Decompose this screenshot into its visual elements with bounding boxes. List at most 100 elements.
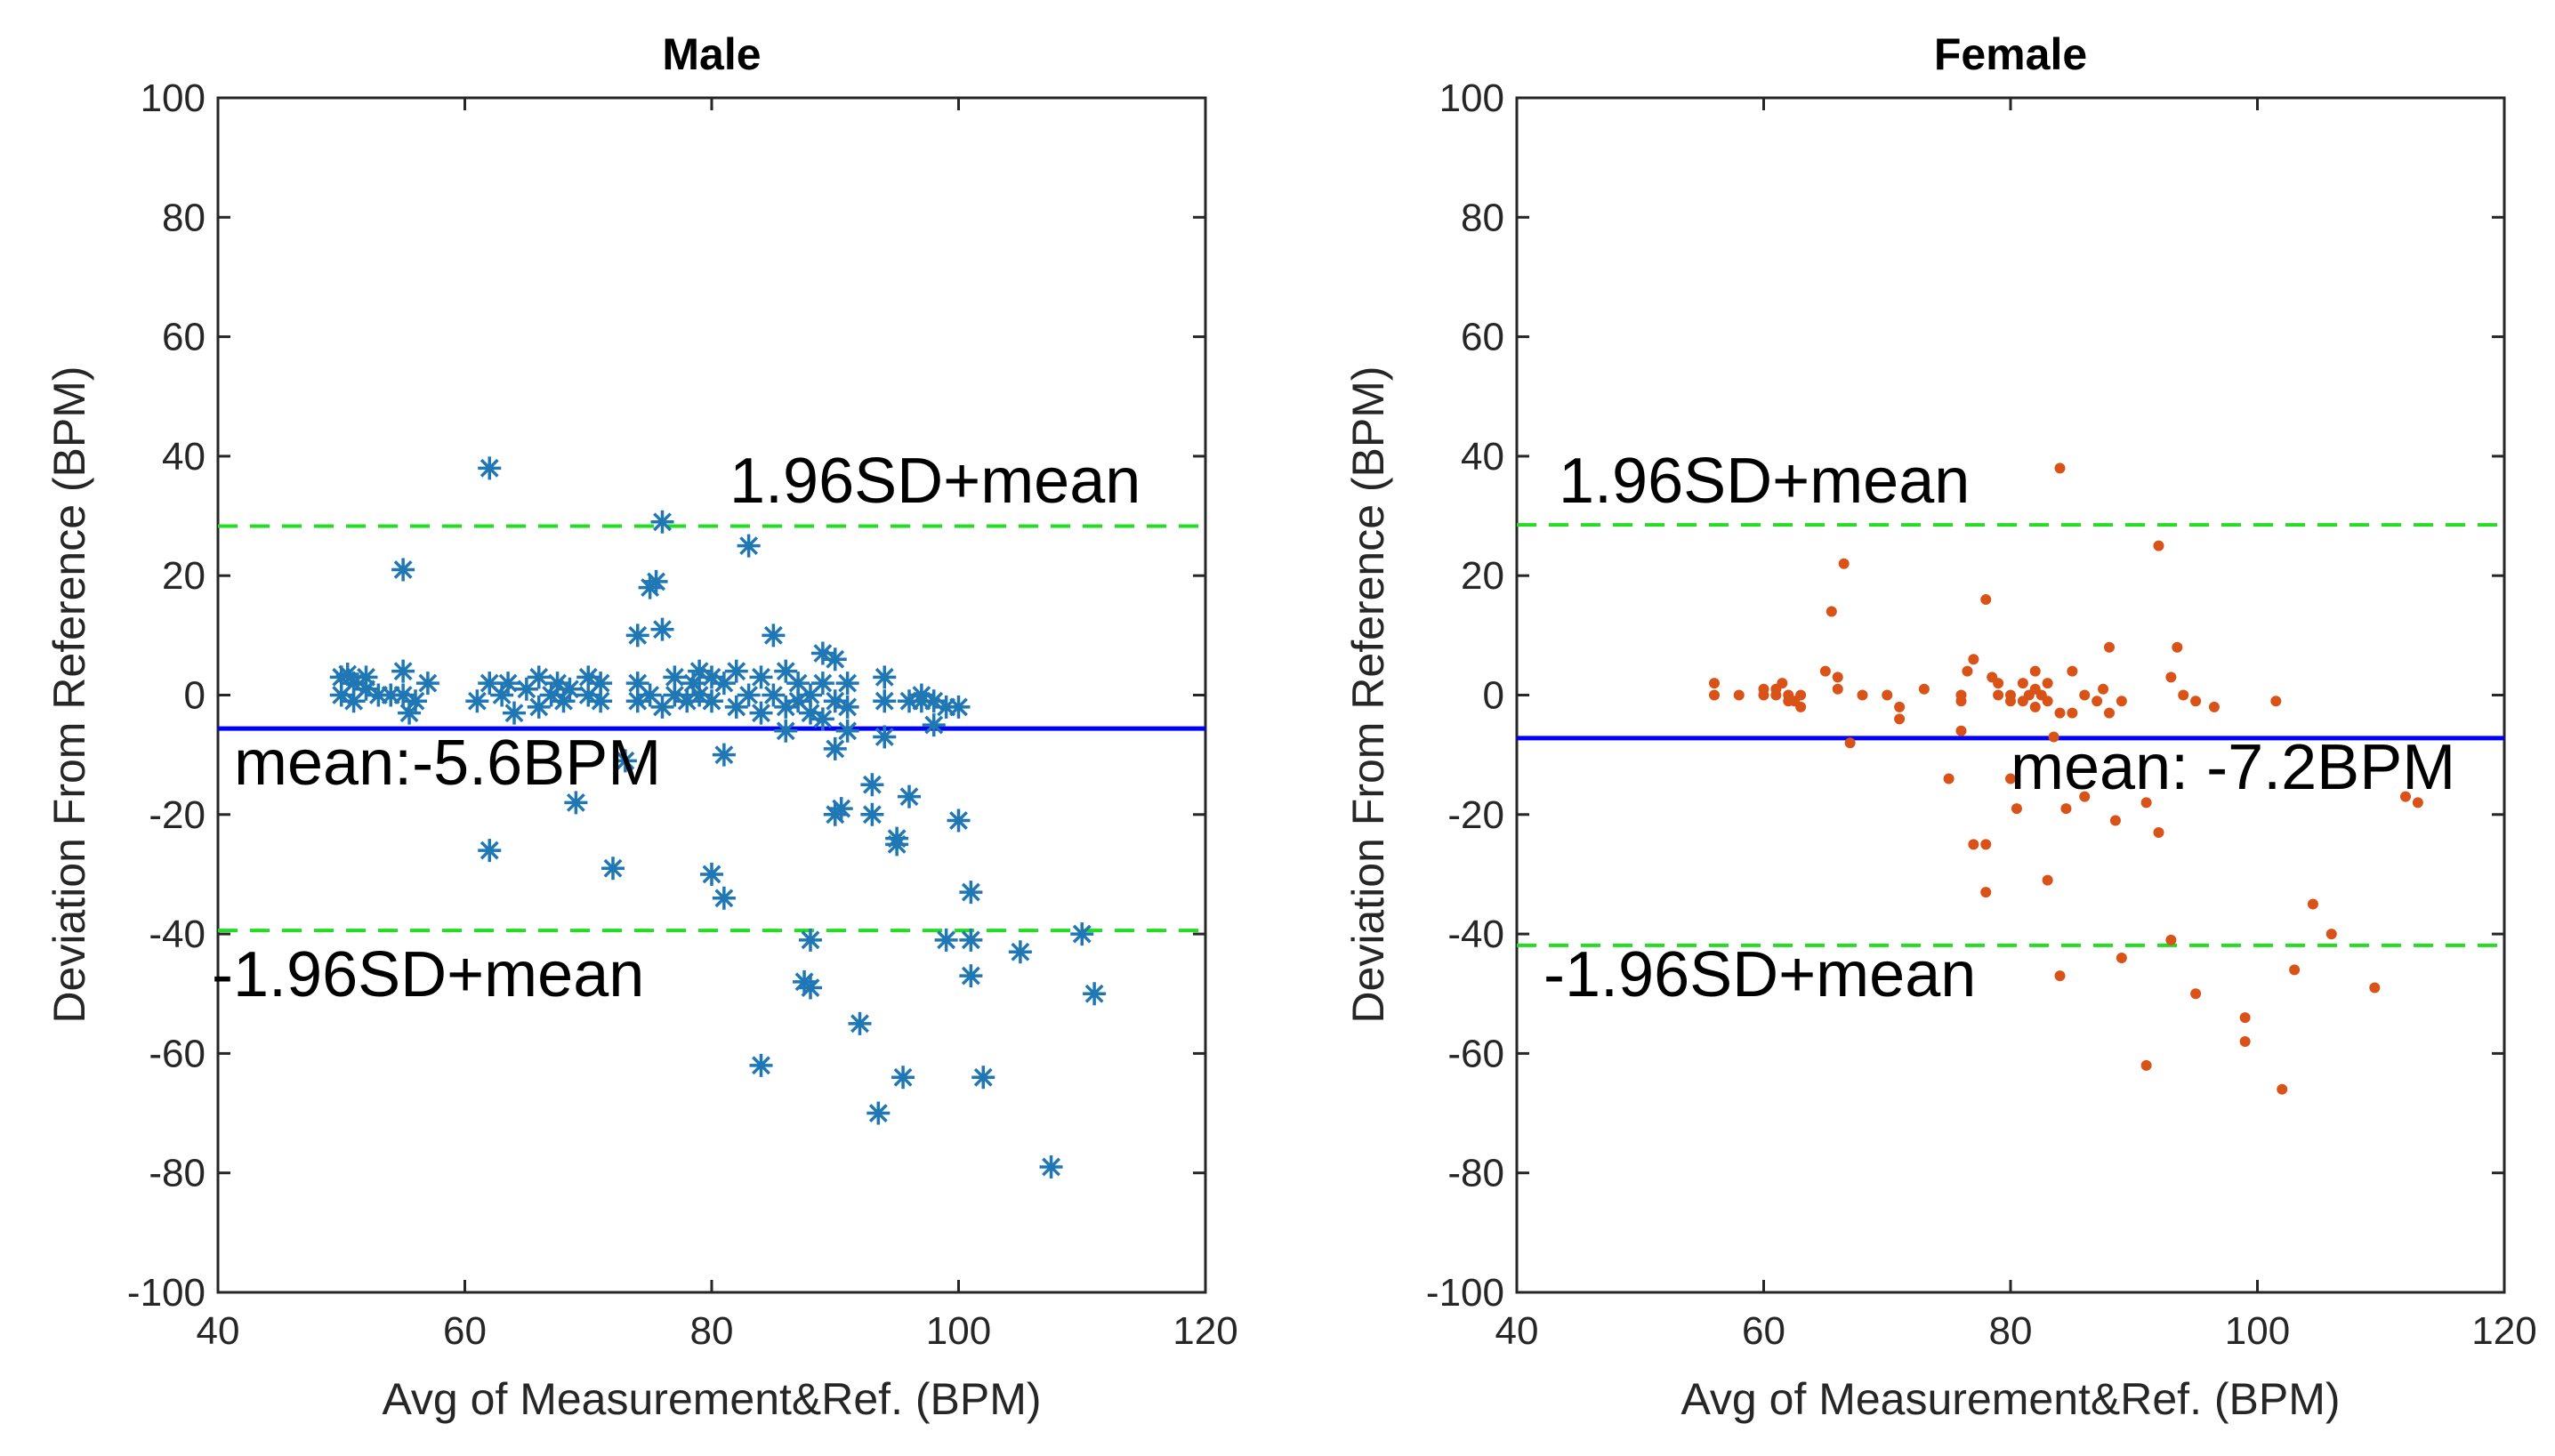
male-data-point (354, 677, 378, 701)
female-data-point (1733, 689, 1745, 701)
male-data-point (873, 665, 897, 689)
female-y-tick-label: 0 (1483, 674, 1504, 718)
female-y-tick-label: -40 (1447, 913, 1504, 956)
male-data-point (947, 808, 971, 833)
female-x-tick-label: 80 (1989, 1309, 2033, 1353)
female-data-point (1758, 689, 1769, 701)
female-data-point (1832, 672, 1843, 683)
female-data-point (1882, 689, 1893, 701)
male-y-tick-label: 0 (184, 674, 206, 718)
male-data-point (774, 695, 798, 719)
male-data-point (379, 683, 403, 707)
male-data-point (823, 689, 847, 713)
female-data-point (2412, 797, 2423, 808)
male-data-point (329, 683, 353, 707)
male-data-point (625, 689, 649, 713)
female-upper-loa-label: 1.96SD+mean (1559, 446, 1970, 517)
female-x-tick-label: 40 (1495, 1309, 1539, 1353)
male-y-tick-label: -20 (149, 793, 206, 837)
female-data-point (2109, 815, 2121, 826)
female-data-point (2239, 1012, 2251, 1024)
male-data-point (625, 623, 649, 648)
female-title: Female (1934, 29, 2087, 79)
male-data-point (688, 683, 712, 707)
female-data-point (2369, 982, 2381, 993)
male-y-tick-label: -100 (127, 1271, 206, 1315)
male-data-point (404, 689, 427, 713)
male-data-point (688, 659, 712, 683)
male-limit-lines (218, 524, 1205, 933)
female-data-point (1955, 725, 1967, 736)
female-data-point (2104, 707, 2115, 719)
male-y-tick-label: 100 (141, 76, 206, 120)
female-data-point (1993, 678, 2004, 689)
male-x-tick-label: 100 (926, 1309, 991, 1353)
male-data-point (762, 623, 786, 648)
male-data-point (810, 672, 834, 696)
female-data-point (2208, 701, 2220, 712)
female-data-point (2067, 707, 2078, 719)
male-data-point (700, 665, 723, 689)
male-data-point (490, 683, 514, 707)
male-data-point (663, 665, 687, 689)
female-data-point (1894, 713, 1906, 725)
female-data-point (1968, 839, 1979, 850)
female-data-point (2190, 988, 2202, 1000)
male-data-point (391, 683, 415, 707)
female-data-point (1819, 665, 1831, 677)
male-y-tick-label: 20 (162, 554, 206, 598)
female-y-tick-label: -100 (1426, 1271, 1504, 1315)
male-x-tick-label: 60 (443, 1309, 487, 1353)
male-data-point (835, 672, 859, 696)
male-data-point (724, 695, 748, 719)
female-points (1709, 463, 2423, 1095)
male-y-tick-label: 80 (162, 196, 206, 239)
female-data-point (2029, 665, 2041, 677)
female-y-tick-label: 20 (1461, 554, 1504, 598)
female-data-point (2400, 791, 2411, 802)
female-data-point (2067, 665, 2078, 677)
male-upper-loa-label: 1.96SD+mean (729, 446, 1140, 517)
male-data-point (601, 857, 625, 881)
male-data-point (959, 928, 983, 952)
male-data-point (866, 1101, 891, 1125)
male-data-point (922, 713, 946, 737)
female-data-point (2042, 874, 2053, 886)
male-x-tick-label: 40 (197, 1309, 240, 1353)
female-y-axis-label: Deviation From Reference (BPM) (1343, 366, 1393, 1023)
male-data-point (391, 558, 415, 582)
male-data-point (625, 672, 649, 696)
female-data-point (2277, 1083, 2288, 1095)
female-data-point (2060, 803, 2072, 815)
male-data-point (835, 695, 859, 719)
female-data-point (2307, 898, 2318, 910)
male-data-point (638, 683, 662, 707)
male-y-tick-label: 60 (162, 316, 206, 359)
male-data-point (762, 683, 786, 707)
male-data-point (552, 689, 576, 713)
male-data-point (342, 672, 366, 696)
male-data-point (898, 689, 921, 713)
male-data-point (799, 701, 822, 725)
male-data-point (860, 802, 884, 826)
male-data-point (613, 749, 637, 773)
male-data-point (514, 677, 538, 701)
male-data-point (712, 743, 736, 767)
female-x-tick-label: 100 (2225, 1309, 2290, 1353)
female-data-point (1894, 701, 1906, 712)
male-data-point (774, 719, 798, 743)
female-data-point (2054, 463, 2066, 474)
male-data-point (398, 701, 422, 725)
male-data-point (873, 725, 897, 749)
male-data-point (749, 701, 773, 725)
male-data-point (700, 862, 723, 886)
female-data-point (1826, 606, 1837, 617)
female-y-tick-label: 60 (1461, 316, 1504, 359)
male-data-point (934, 695, 958, 719)
male-data-point (829, 797, 853, 821)
male-data-point (848, 1011, 872, 1035)
female-data-point (1980, 839, 1992, 850)
male-y-tick-label: -80 (149, 1152, 206, 1195)
